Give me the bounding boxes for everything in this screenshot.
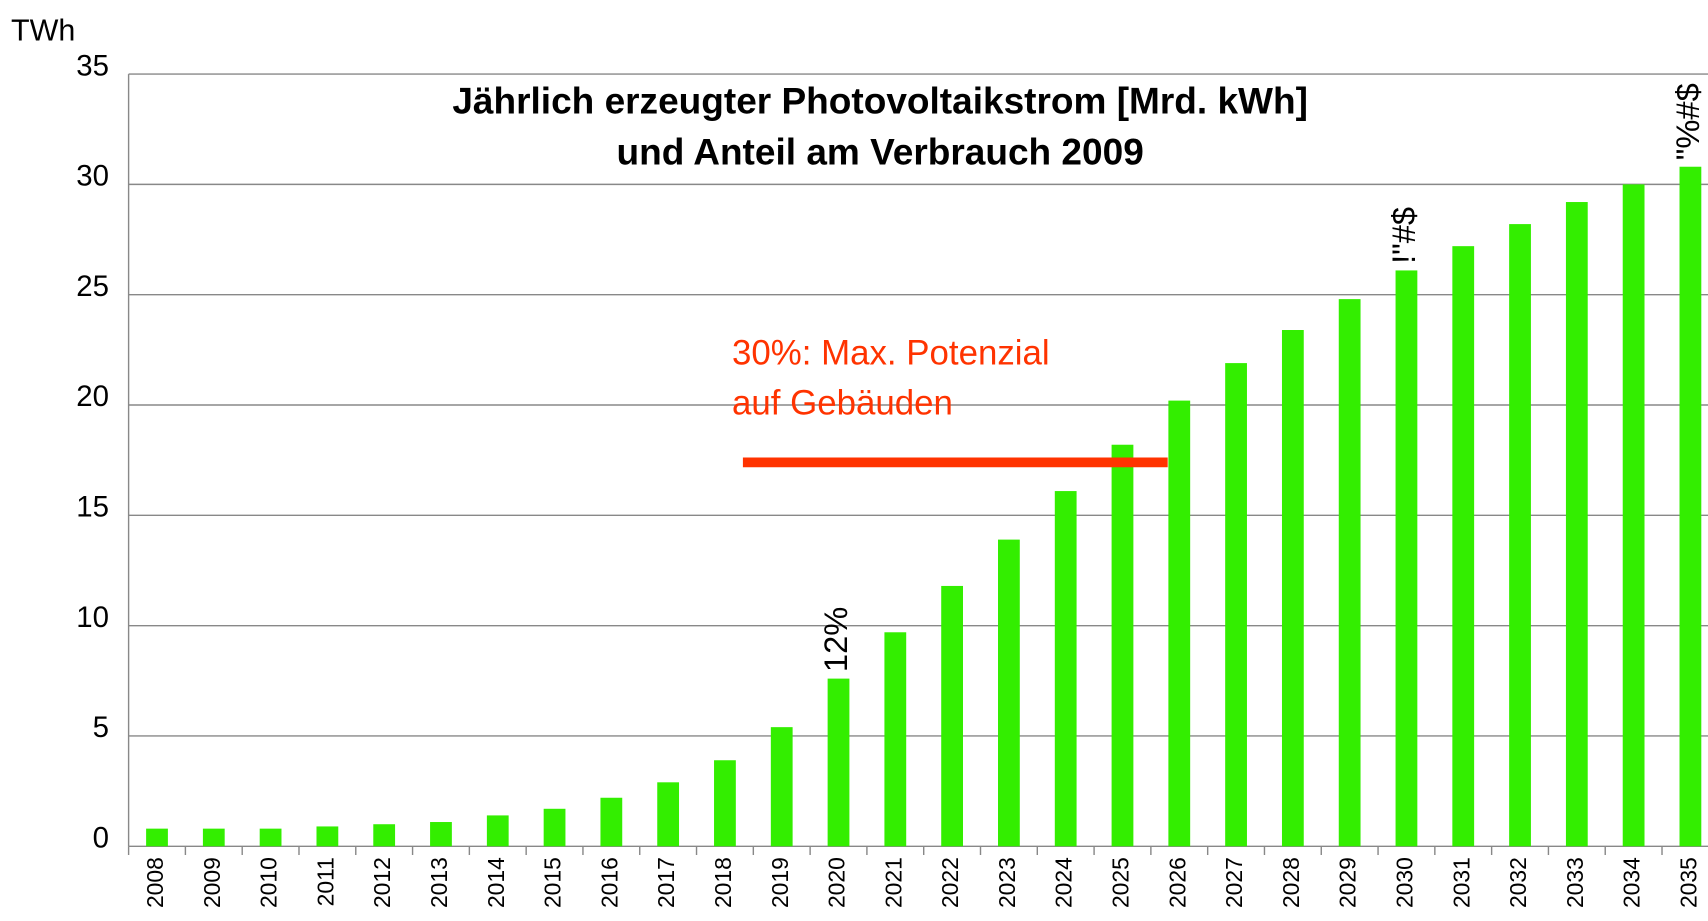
x-tick-label: 2031 <box>1448 857 1474 908</box>
x-tick-label: 2017 <box>653 857 679 908</box>
bar <box>543 808 566 847</box>
x-tick-label: 2021 <box>880 857 906 908</box>
bar <box>316 826 339 847</box>
annotation: "%#$ <box>1669 83 1706 160</box>
annotation: !"#$ <box>1385 207 1422 264</box>
bar <box>1565 202 1588 847</box>
x-tick-label: 2014 <box>483 857 509 908</box>
x-tick-label: 2029 <box>1335 857 1361 908</box>
bar <box>1509 224 1531 847</box>
x-tick-label: 2035 <box>1675 857 1701 908</box>
x-tick-label: 2025 <box>1108 857 1134 908</box>
bar <box>600 797 623 847</box>
bar <box>259 828 282 847</box>
bar <box>202 828 225 847</box>
x-tick-label: 2028 <box>1278 857 1304 908</box>
x-tick-label: 2011 <box>312 857 338 906</box>
bar <box>1168 400 1191 847</box>
bar <box>884 632 907 847</box>
x-tick-label: 2022 <box>937 857 963 908</box>
bar <box>770 727 793 847</box>
bar <box>657 782 680 847</box>
bar <box>430 822 452 847</box>
x-tick-label: 2012 <box>369 857 395 908</box>
bar <box>1111 444 1134 847</box>
bar <box>998 539 1020 847</box>
x-tick-label: 2030 <box>1391 857 1417 908</box>
bar <box>941 585 963 847</box>
x-tick-label: 2019 <box>767 857 793 908</box>
bar <box>1054 491 1077 847</box>
y-tick-label: 15 <box>76 491 109 524</box>
bar <box>1225 363 1247 847</box>
x-tick-label: 2023 <box>994 857 1020 908</box>
bar <box>146 828 168 847</box>
chart-title: und Anteil am Verbrauch 2009 <box>616 130 1143 172</box>
x-tick-label: 2015 <box>540 857 566 908</box>
y-axis-label: TWh <box>11 14 75 48</box>
bar <box>373 824 396 847</box>
y-tick-label: 20 <box>76 380 109 413</box>
x-tick-label: 2009 <box>199 857 225 908</box>
chart-title: Jährlich erzeugter Photovoltaikstrom [Mr… <box>452 79 1308 121</box>
bar <box>1281 330 1304 847</box>
x-tick-label: 2020 <box>824 857 850 908</box>
x-tick-label: 2027 <box>1221 857 1247 908</box>
x-tick-label: 2026 <box>1164 857 1190 908</box>
reference-label: auf Gebäuden <box>732 383 953 422</box>
bar <box>1338 299 1361 847</box>
y-tick-label: 5 <box>93 711 109 744</box>
x-tick-label: 2018 <box>710 857 736 908</box>
annotation: 12% <box>817 607 854 672</box>
x-tick-label: 2033 <box>1562 857 1588 908</box>
y-tick-label: 10 <box>76 601 109 634</box>
x-tick-label: 2010 <box>256 857 282 908</box>
x-tick-label: 2013 <box>426 857 452 908</box>
y-tick-label: 35 <box>76 49 109 82</box>
y-tick-label: 25 <box>76 270 109 303</box>
bar <box>714 760 736 847</box>
bar <box>1679 166 1702 847</box>
x-tick-label: 2034 <box>1619 857 1645 908</box>
x-tick-label: 2016 <box>596 857 622 908</box>
bar <box>827 678 850 847</box>
y-tick-label: 0 <box>93 822 109 855</box>
bar <box>1622 184 1645 847</box>
bar <box>1395 270 1418 847</box>
bar <box>1452 246 1475 847</box>
x-tick-label: 2024 <box>1051 857 1077 908</box>
y-tick-label: 30 <box>76 160 109 193</box>
x-tick-label: 2008 <box>142 857 168 908</box>
bar <box>486 815 509 847</box>
reference-label: 30%: Max. Potenzial <box>732 333 1050 372</box>
x-tick-label: 2032 <box>1505 857 1531 908</box>
